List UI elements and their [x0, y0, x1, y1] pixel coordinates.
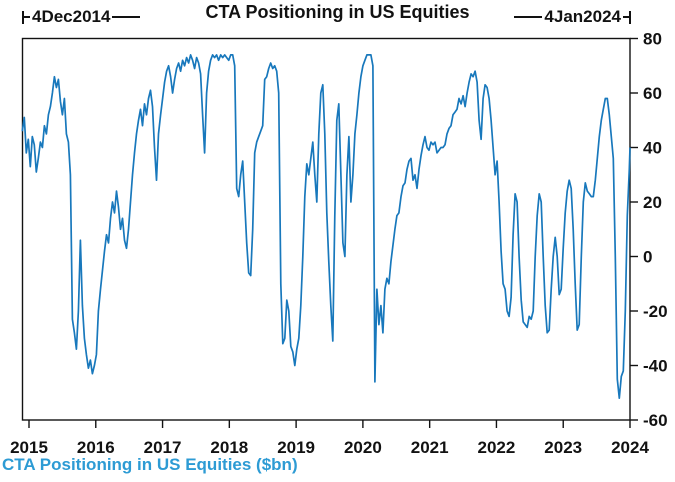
annotation-end-tick-icon: [629, 10, 631, 24]
chart-title: CTA Positioning in US Equities: [205, 2, 470, 22]
end-date-annotation: 4Jan2024: [514, 7, 631, 26]
x-tick-label: 2019: [277, 438, 315, 457]
y-tick-label: 40: [643, 139, 662, 158]
start-date-label: 4Dec2014: [32, 7, 111, 26]
plot-border: [21, 37, 631, 421]
annotation-start-tick-icon: [22, 10, 24, 24]
start-date-annotation: 4Dec2014: [22, 7, 141, 26]
annotation-line: [112, 16, 141, 18]
x-tick-label: 2021: [411, 438, 449, 457]
x-tick-label: 2023: [544, 438, 582, 457]
cta-positioning-series-line: [21, 54, 631, 400]
x-tick-label: 2015: [10, 438, 48, 457]
x-tick-label: 2022: [478, 438, 516, 457]
y-tick-label: -60: [643, 411, 668, 430]
x-tick-label: 2016: [77, 438, 115, 457]
end-date-label: 4Jan2024: [544, 7, 621, 26]
x-tick-label: 2024: [611, 438, 649, 457]
chart-footer-label: CTA Positioning in US Equities ($bn): [2, 455, 298, 474]
x-tick-label: 2018: [210, 438, 248, 457]
y-tick-label: -20: [643, 302, 668, 321]
y-tick-label: -40: [643, 357, 668, 376]
annotation-line: [24, 16, 30, 18]
y-tick-label: 20: [643, 193, 662, 212]
y-tick-label: 0: [643, 248, 652, 267]
x-tick-label: 2017: [144, 438, 182, 457]
x-tick-label: 2020: [344, 438, 382, 457]
annotation-line: [514, 16, 543, 18]
annotation-line: [623, 16, 629, 18]
y-tick-label: 60: [643, 84, 662, 103]
y-tick-label: 80: [643, 30, 662, 49]
